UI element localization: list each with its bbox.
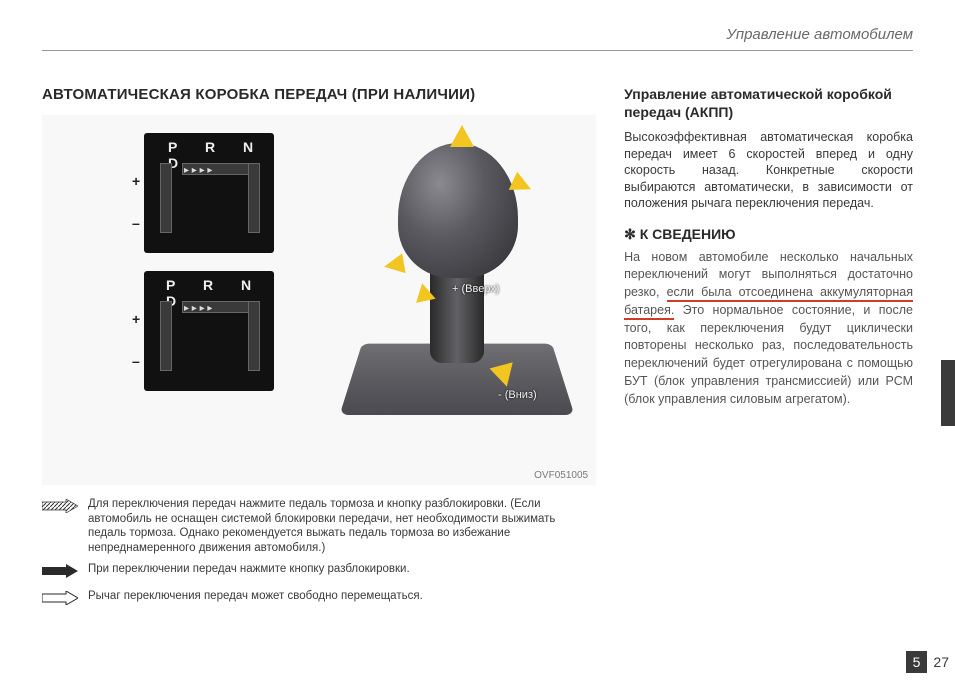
plus-label: + [132, 311, 140, 327]
manual-slot [160, 301, 172, 371]
section-title: АВТОМАТИЧЕСКАЯ КОРОБКА ПЕРЕДАЧ (ПРИ НАЛИ… [42, 86, 596, 103]
notice-title: К СВЕДЕНИЮ [624, 226, 913, 243]
chapter-number: 5 [906, 651, 928, 673]
hatched-arrow-icon [42, 497, 78, 518]
solid-arrow-icon [42, 562, 78, 583]
legend-text: При переключении передач нажмите кнопку … [88, 562, 410, 577]
drive-slot [248, 163, 260, 233]
legend-row: Рычаг переключения передач может свободн… [42, 589, 596, 610]
minus-label: – [132, 215, 140, 231]
figure-code: OVF051005 [534, 470, 588, 481]
plus-label: + [132, 173, 140, 189]
gear-gate-panel-bottom: P R N D ▸ ▸ ▸ ▸ [144, 271, 274, 391]
body-paragraph: Высокоэффективная автоматическая коробка… [624, 129, 913, 212]
knob-label-up: + (Вверх) [452, 283, 499, 295]
knob-label-down: - (Вниз) [498, 389, 537, 401]
subsection-heading: Управление автоматической коробкой перед… [624, 86, 913, 121]
legend-text: Рычаг переключения передач может свободн… [88, 589, 423, 604]
gear-gate-panel-top: P R N D ▸ ▸ ▸ ▸ [144, 133, 274, 253]
legend-block: Для переключения передач нажмите педаль … [42, 497, 596, 609]
legend-row: Для переключения передач нажмите педаль … [42, 497, 596, 556]
top-rule [42, 50, 913, 51]
track-arrows-icon: ▸ ▸ ▸ ▸ [184, 165, 212, 176]
header-tab: Управление автомобилем [726, 26, 913, 43]
shifter-head [398, 143, 518, 278]
track-arrows-icon: ▸ ▸ ▸ ▸ [184, 303, 212, 314]
manual-slot [160, 163, 172, 233]
content-columns: АВТОМАТИЧЕСКАЯ КОРОБКА ПЕРЕДАЧ (ПРИ НАЛИ… [42, 28, 913, 615]
side-thumb-tab [941, 360, 955, 426]
left-column: АВТОМАТИЧЕСКАЯ КОРОБКА ПЕРЕДАЧ (ПРИ НАЛИ… [42, 86, 596, 615]
shifter-knob-illustration: + (Вверх) - (Вниз) [342, 133, 602, 433]
manual-page: Управление автомобилем АВТОМАТИЧЕСКАЯ КО… [0, 0, 955, 685]
arrow-left-icon [382, 253, 405, 276]
legend-text: Для переключения передач нажмите педаль … [88, 497, 596, 556]
arrow-up-icon [450, 125, 474, 147]
page-number: 5 27 [906, 651, 955, 673]
legend-row: При переключении передач нажмите кнопку … [42, 562, 596, 583]
notice-body: На новом автомобиле несколько начальных … [624, 249, 913, 409]
minus-label: – [132, 353, 140, 369]
gear-figure: P R N D ▸ ▸ ▸ ▸ + – P R N D ▸ ▸ ▸ ▸ + [42, 115, 596, 485]
right-column: Управление автоматической коробкой перед… [624, 86, 913, 615]
outline-arrow-icon [42, 589, 78, 610]
drive-slot [248, 301, 260, 371]
page-index: 27 [927, 651, 955, 673]
